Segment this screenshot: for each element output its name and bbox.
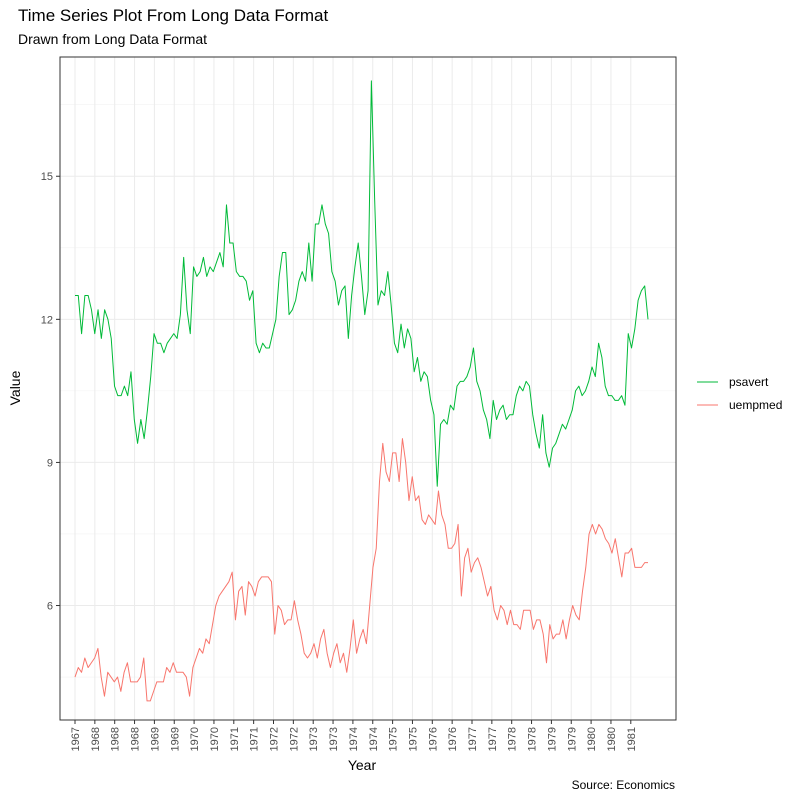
chart-title: Time Series Plot From Long Data Format [18, 6, 329, 25]
x-tick-label: 1976 [427, 727, 439, 751]
y-tick-label: 9 [47, 457, 53, 469]
x-tick-label: 1975 [388, 727, 400, 751]
x-tick-label: 1972 [269, 727, 281, 751]
x-axis-title: Year [348, 757, 377, 773]
x-tick-label: 1971 [249, 727, 261, 751]
legend-label-uempmed: uempmed [729, 398, 782, 412]
series-layer [74, 80, 649, 702]
x-tick-label: 1969 [169, 727, 181, 751]
y-tick-label: 6 [47, 601, 53, 613]
x-tick-label: 1970 [209, 727, 221, 751]
x-tick-label: 1979 [566, 727, 578, 751]
x-tick-label: 1972 [288, 727, 300, 751]
x-tick-label: 1968 [110, 727, 122, 751]
y-tick-label: 12 [41, 314, 53, 326]
y-tick-label: 15 [41, 171, 53, 183]
x-tick-label: 1980 [586, 727, 598, 751]
y-axis-title: Value [7, 370, 23, 405]
series-line-psavert [75, 80, 649, 487]
axes: 6 9 12 15 1967 1968 1968 1968 1969 1969 1970 1970 19… [41, 171, 638, 751]
x-tick-label: 1968 [90, 727, 102, 751]
x-tick-label: 1974 [348, 727, 360, 751]
x-tick-label: 1968 [130, 727, 142, 751]
x-tick-label: 1973 [308, 727, 320, 751]
x-tick-label: 1979 [546, 727, 558, 751]
x-tick-label: 1976 [447, 727, 459, 751]
x-tick-label: 1981 [626, 727, 638, 751]
panel-border [59, 56, 677, 721]
x-tick-label: 1973 [328, 727, 340, 751]
x-tick-label: 1970 [189, 727, 201, 751]
legend-label-psavert: psavert [729, 375, 769, 389]
x-tick-label: 1977 [467, 727, 479, 751]
x-tick-label: 1978 [527, 727, 539, 751]
series-line-uempmed [74, 438, 648, 702]
x-tick-label: 1977 [487, 727, 499, 751]
x-tick-label: 1969 [149, 727, 161, 751]
chart-caption: Source: Economics [571, 778, 675, 792]
x-tick-label: 1974 [368, 727, 380, 751]
x-tick-label: 1975 [407, 727, 419, 751]
legend: psavert uempmed [697, 375, 782, 412]
x-tick-label: 1980 [606, 727, 618, 751]
x-tick-label: 1978 [507, 727, 519, 751]
x-tick-label: 1971 [229, 727, 241, 751]
grid [60, 57, 676, 720]
chart-subtitle: Drawn from Long Data Format [18, 31, 208, 47]
x-tick-label: 1967 [70, 727, 82, 751]
